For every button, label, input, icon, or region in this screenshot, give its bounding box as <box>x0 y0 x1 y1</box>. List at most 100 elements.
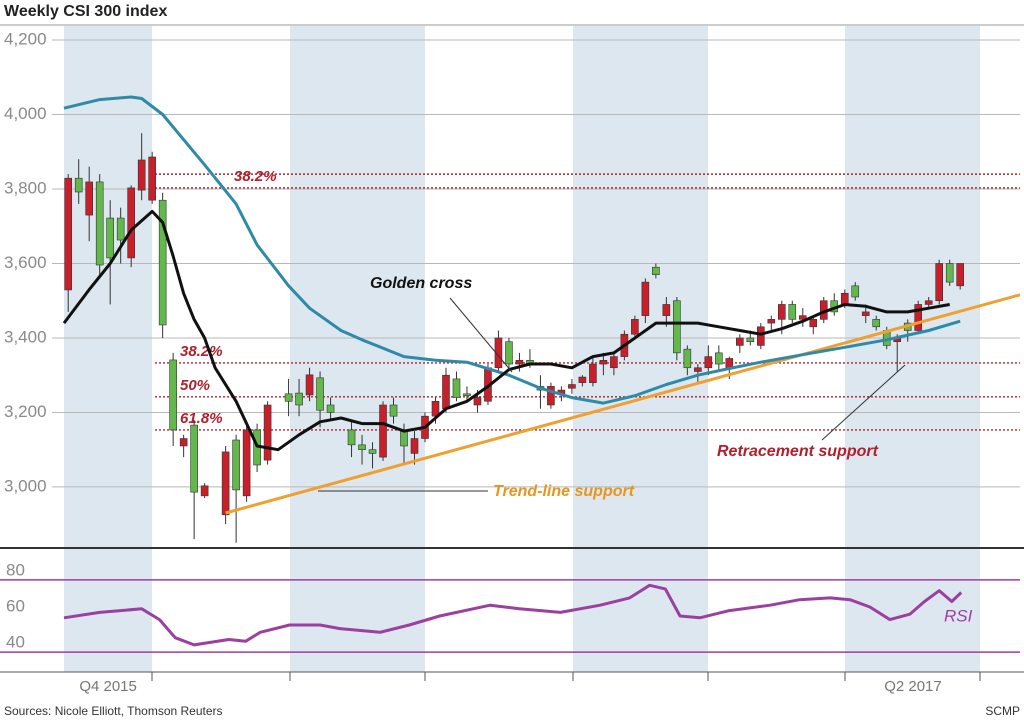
rsi-panel: 40 60 80 RSI <box>0 560 1020 653</box>
candle-body <box>116 217 125 241</box>
moving-average <box>63 95 961 405</box>
rsi-tick-label: 40 <box>6 633 25 652</box>
candle-body <box>872 319 881 328</box>
candle-body <box>179 438 188 447</box>
candle-body <box>95 181 104 266</box>
candle-body <box>137 159 146 191</box>
annotations: Golden cross Trend-line support Retracem… <box>318 275 906 500</box>
candle-body <box>505 341 513 365</box>
candle-body <box>74 177 83 193</box>
x-tick-label: Q2 2017 <box>884 678 942 695</box>
candle-body <box>851 285 860 298</box>
candle-body <box>200 485 209 497</box>
candle-body <box>442 374 450 410</box>
annotation: Retracement support <box>717 443 879 460</box>
y-tick-label: 3,800 <box>4 178 47 197</box>
y-tick-label: 3,000 <box>4 476 47 495</box>
candle-body <box>85 181 93 216</box>
rsi-tick-label: 60 <box>6 596 25 615</box>
candle-body <box>631 319 639 335</box>
quarter-band <box>290 26 425 672</box>
quarter-ticks <box>151 672 981 681</box>
candle-body <box>589 363 597 383</box>
candle-body <box>736 337 744 346</box>
rsi-tick-label: 80 <box>6 560 25 579</box>
candle-body <box>746 337 755 342</box>
candle-body <box>358 444 366 450</box>
candle-body <box>694 367 702 372</box>
candle-body <box>652 266 660 275</box>
candle-body <box>788 304 797 320</box>
candle-body <box>547 386 555 406</box>
source: Sources: Nicole Elliott, Thomson Reuters <box>4 704 223 718</box>
candle-body <box>715 352 723 365</box>
candle-body <box>704 356 713 369</box>
candle-body <box>347 429 356 446</box>
quarter-band <box>64 26 152 672</box>
candle-body <box>568 384 576 389</box>
candle-body <box>232 439 240 491</box>
candle-body <box>368 449 377 454</box>
candle-body <box>673 300 681 354</box>
candle-body <box>190 424 198 493</box>
candle-body <box>767 319 776 324</box>
candle-body <box>515 360 524 365</box>
candle-body <box>389 404 398 417</box>
x-tick-labels: Q4 2015 Q2 2017 <box>79 678 941 695</box>
candle-body <box>263 404 272 461</box>
candle-body <box>169 359 177 431</box>
candle-body <box>221 451 230 516</box>
rsi-label: RSI <box>944 606 973 625</box>
candle-body <box>379 404 387 458</box>
candle-body <box>106 217 114 259</box>
candle-body <box>840 292 849 305</box>
candle-body <box>945 263 954 283</box>
y-tick-label: 3,600 <box>4 253 47 272</box>
candle-body <box>452 378 461 398</box>
candle-body <box>148 156 156 201</box>
candle-body <box>757 326 765 346</box>
moving-averages <box>62 95 1021 515</box>
quarter-band <box>845 26 980 672</box>
candle-body <box>662 304 671 316</box>
chart-title: Weekly CSI 300 index <box>4 3 167 20</box>
candle-body <box>242 429 251 497</box>
candle-body <box>861 311 870 316</box>
retracement-label: 38.2% <box>234 168 277 185</box>
candle-body <box>578 376 587 383</box>
candle-body <box>284 393 293 402</box>
candle-body <box>599 360 608 365</box>
candle-body <box>725 358 734 369</box>
leader-line <box>821 364 906 441</box>
candle-body <box>127 187 135 259</box>
rsi-line <box>63 583 963 647</box>
candle-body <box>463 393 471 396</box>
y-tick-label: 3,200 <box>4 402 47 421</box>
credit: SCMP <box>985 704 1020 718</box>
moving-average <box>62 209 950 452</box>
y-tick-label: 3,400 <box>4 327 47 346</box>
candle-body <box>494 337 503 369</box>
candle-body <box>924 300 933 305</box>
retracement-label: 38.2% <box>180 343 223 360</box>
y-tick-label: 4,200 <box>4 30 47 49</box>
annotation: Trend-line support <box>493 483 635 500</box>
trend-line <box>225 293 1021 515</box>
candle-body <box>935 263 943 302</box>
candle-body <box>316 377 324 411</box>
candle-body <box>295 392 303 406</box>
candle-body <box>305 374 314 396</box>
candle-body <box>683 348 692 369</box>
candle-body <box>326 404 335 413</box>
annotation: Golden cross <box>370 275 472 292</box>
y-tick-label: 4,000 <box>4 104 47 123</box>
candle-body <box>809 319 818 328</box>
candle-body <box>410 438 419 454</box>
candle-body <box>641 281 650 316</box>
candle-body <box>798 315 807 320</box>
retracement-label: 50% <box>180 377 210 394</box>
x-tick-label: Q4 2015 <box>79 678 137 695</box>
candle-body <box>400 430 408 447</box>
